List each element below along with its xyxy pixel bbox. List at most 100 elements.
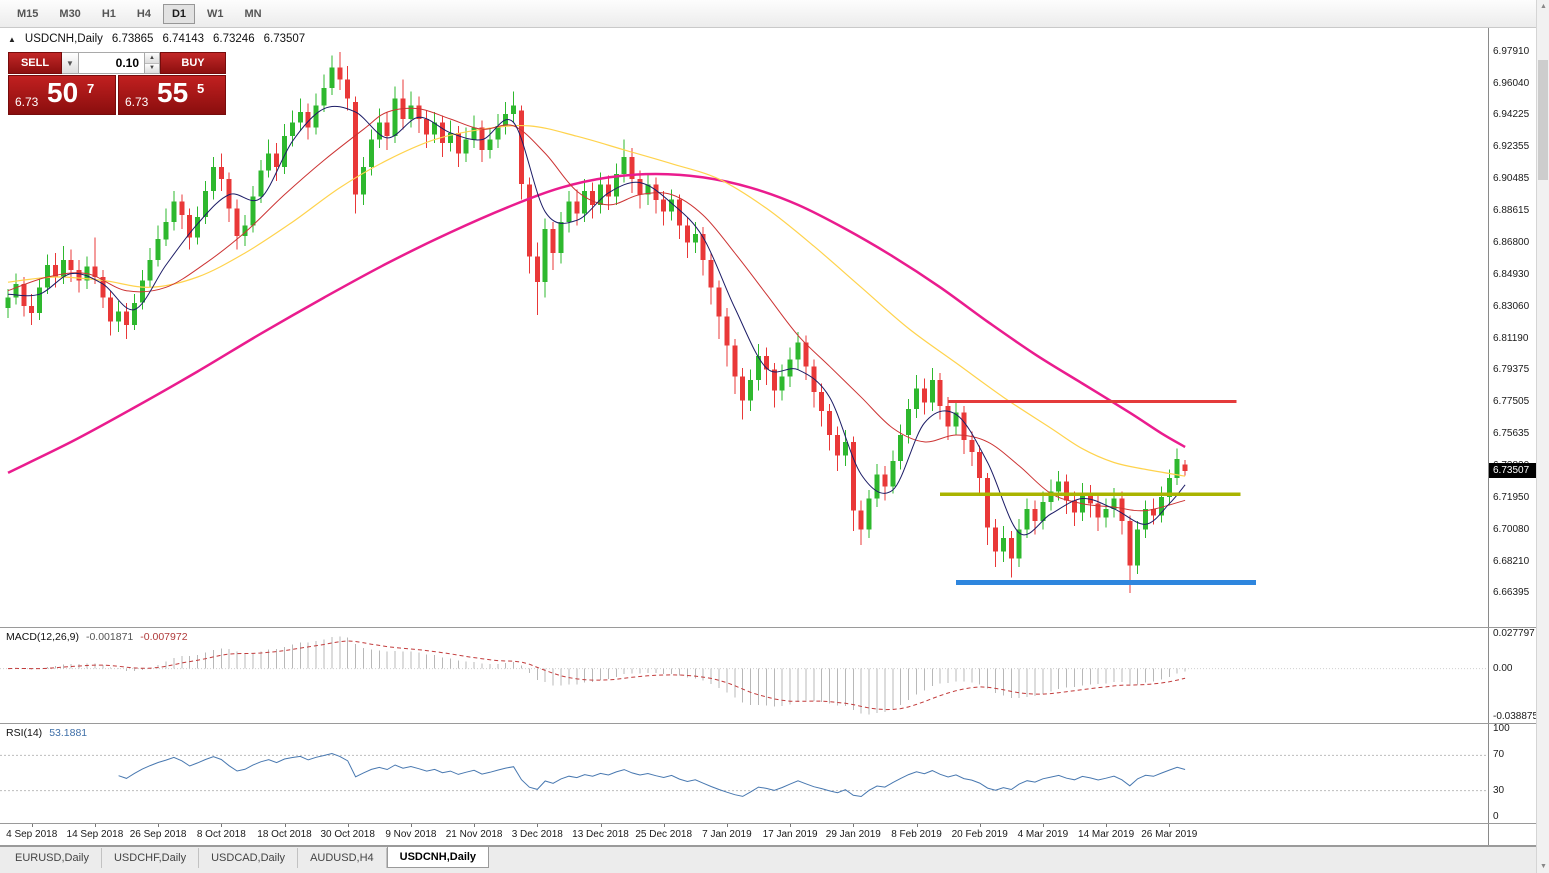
date-label: 14 Mar 2019 [1078, 829, 1135, 840]
date-label: 30 Oct 2018 [320, 829, 375, 840]
tab-usdcad-daily[interactable]: USDCAD,Daily [199, 848, 299, 868]
tab-usdcnh-daily[interactable]: USDCNH,Daily [386, 847, 490, 868]
macd-axis-label: 0.00 [1493, 662, 1513, 674]
date-label: 20 Feb 2019 [951, 829, 1008, 840]
chart-expand-icon[interactable]: ▲ [8, 34, 16, 44]
price-axis-label: 6.90485 [1493, 173, 1530, 185]
date-label: 7 Jan 2019 [702, 829, 752, 840]
ma-long-magenta [7, 172, 1186, 474]
price-axis-label: 6.88615 [1493, 205, 1530, 217]
date-label: 26 Sep 2018 [129, 829, 187, 840]
time-axis-tick [158, 824, 160, 827]
price-axis-label: 6.86800 [1493, 236, 1530, 248]
date-label: 17 Jan 2019 [762, 829, 818, 840]
date-label: 4 Mar 2019 [1017, 829, 1069, 840]
macd-indicator-panel[interactable]: MACD(12,26,9) -0.001871 -0.007972 [0, 628, 1488, 723]
price-axis-label: 6.66395 [1493, 587, 1530, 599]
price-axis[interactable]: 6.97910 6.96040 6.94225 6.92355 6.90485 6.886… [1488, 28, 1538, 845]
date-label: 29 Jan 2019 [825, 829, 881, 840]
volume-input[interactable] [79, 52, 145, 74]
chart-tab-bar: EURUSD,Daily USDCHF,Daily USDCAD,Daily A… [0, 846, 1549, 873]
ohlc-low-value: 6.73246 [213, 33, 255, 45]
panel-separator[interactable] [0, 627, 1536, 628]
buy-button[interactable]: BUY [160, 52, 226, 74]
ask-price-main: 55 [157, 77, 189, 108]
date-label: 21 Nov 2018 [445, 829, 503, 840]
timeframe-mn-button[interactable]: MN [236, 4, 271, 24]
timeframe-toolbar: M15 M30 H1 H4 D1 W1 MN [0, 0, 1549, 28]
bid-price-pip: 7 [87, 81, 95, 96]
panel-separator[interactable] [0, 823, 1536, 824]
price-chart-panel[interactable]: ▲ USDCNH,Daily 6.73865 6.74143 6.73246 6… [0, 28, 1488, 627]
price-axis-label: 6.92355 [1493, 141, 1530, 153]
macd-indicator-label: MACD(12,26,9) -0.001871 -0.007972 [6, 631, 188, 643]
rsi-indicator-panel[interactable]: RSI(14) 53.1881 [0, 724, 1488, 823]
time-axis-tick [1042, 824, 1044, 827]
volume-stepper: ▲ ▼ [145, 52, 160, 74]
price-axis-label: 6.81190 [1493, 333, 1529, 344]
ma-mid-red [7, 107, 1186, 512]
scroll-down-button[interactable]: ▼ [1540, 863, 1547, 870]
date-label: 25 Dec 2018 [635, 829, 693, 840]
time-axis-tick [284, 824, 286, 827]
ask-price-panel[interactable]: 6.73 55 5 [118, 75, 226, 115]
scroll-up-button[interactable]: ▲ [1540, 3, 1547, 10]
ohlc-open-value: 6.73865 [111, 33, 154, 45]
timeframe-w1-button[interactable]: W1 [198, 4, 233, 24]
tab-eurusd-daily[interactable]: EURUSD,Daily [3, 848, 102, 868]
ma-fast-navy [7, 105, 1186, 536]
panel-separator[interactable] [0, 723, 1536, 724]
timeframe-m15-button[interactable]: M15 [8, 4, 47, 24]
price-axis-label: 6.70080 [1493, 523, 1530, 535]
date-label: 14 Sep 2018 [66, 829, 124, 840]
rsi-name: RSI(14) [6, 727, 43, 739]
time-axis-tick [916, 824, 918, 827]
rsi-value: 53.1881 [49, 727, 88, 739]
timeframe-h1-button[interactable]: H1 [93, 4, 125, 24]
timeframe-h4-button[interactable]: H4 [128, 4, 160, 24]
volume-increase-button[interactable]: ▲ [145, 53, 159, 64]
volume-decrease-button[interactable]: ▼ [145, 63, 159, 73]
volume-dropdown-button[interactable]: ▼ [62, 52, 79, 74]
time-axis-tick [1169, 824, 1171, 827]
time-axis-tick [790, 824, 792, 827]
rsi-axis-label: 30 [1493, 784, 1505, 796]
timeframe-m30-button[interactable]: M30 [50, 4, 89, 24]
price-chart-canvas[interactable] [0, 28, 1488, 627]
date-label: 4 Sep 2018 [6, 829, 58, 840]
timeframe-d1-button[interactable]: D1 [162, 3, 195, 24]
date-label: 13 Dec 2018 [572, 829, 629, 840]
price-axis-label: 6.77505 [1493, 396, 1530, 408]
date-label: 3 Dec 2018 [511, 829, 563, 840]
tab-usdchf-daily[interactable]: USDCHF,Daily [102, 848, 200, 868]
rsi-axis-label: 0 [1493, 811, 1499, 822]
bid-price-prefix: 6.73 [15, 95, 39, 109]
ask-price-prefix: 6.73 [125, 95, 149, 109]
price-axis-label: 6.68210 [1493, 555, 1530, 567]
panel-separator [0, 845, 1536, 846]
macd-signal-value: -0.007972 [140, 631, 188, 643]
time-axis-tick [600, 824, 602, 827]
tab-audusd-h4[interactable]: AUDUSD,H4 [298, 848, 387, 868]
time-axis-tick [663, 824, 665, 827]
one-click-trading-widget: SELL ▼ ▲ ▼ BUY 6.73 50 7 6.73 55 5 [8, 52, 226, 115]
price-axis-label: 6.75635 [1493, 428, 1530, 440]
time-axis-tick [410, 824, 412, 827]
time-axis-tick [474, 824, 476, 827]
macd-chart-canvas[interactable] [0, 628, 1488, 723]
macd-axis-label: 0.027797 [1493, 628, 1535, 639]
chart-ohlc-header: ▲ USDCNH,Daily 6.73865 6.74143 6.73246 6… [8, 33, 305, 45]
sell-button[interactable]: SELL [8, 52, 62, 74]
rsi-indicator-label: RSI(14) 53.1881 [6, 727, 87, 739]
price-axis-label: 6.83060 [1493, 300, 1530, 312]
scrollbar-thumb[interactable] [1538, 60, 1548, 180]
price-axis-label: 6.94225 [1493, 109, 1530, 121]
rsi-axis-label: 70 [1493, 749, 1505, 761]
bid-price-panel[interactable]: 6.73 50 7 [8, 75, 116, 115]
vertical-scrollbar[interactable]: ▲ ▼ [1536, 0, 1549, 873]
time-axis[interactable]: 4 Sep 2018 14 Sep 2018 26 Sep 2018 8 Oct 20… [0, 824, 1488, 845]
rsi-chart-canvas[interactable] [0, 724, 1488, 823]
date-label: 18 Oct 2018 [257, 829, 312, 840]
time-axis-tick [853, 824, 855, 827]
time-axis-tick [726, 824, 728, 827]
